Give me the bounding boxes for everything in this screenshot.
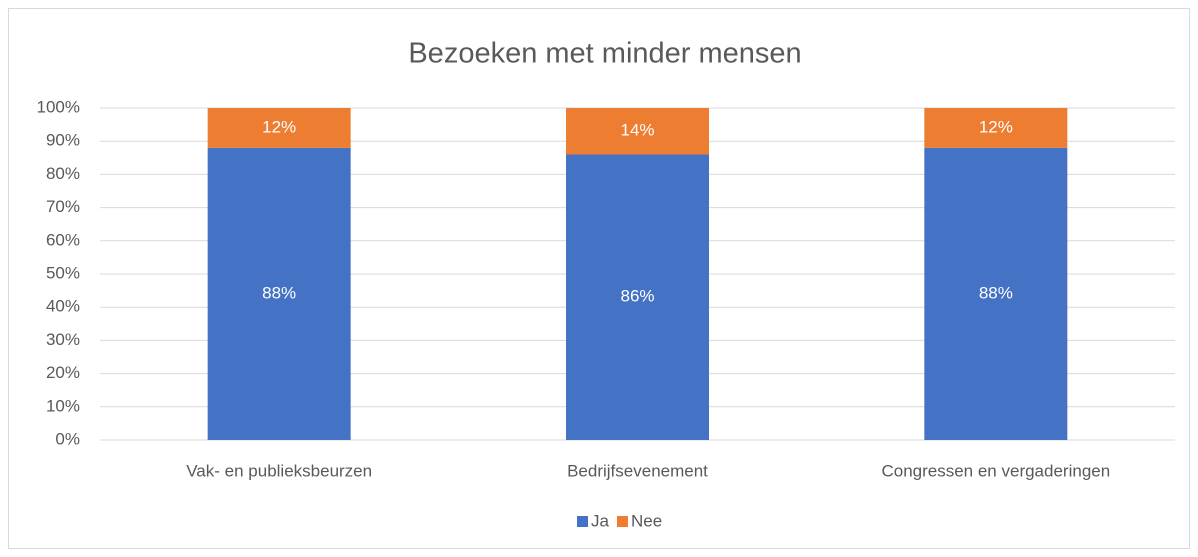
x-tick-label: Bedrijfsevenement — [567, 461, 708, 480]
data-label: 88% — [979, 283, 1013, 302]
y-tick-label: 90% — [46, 131, 80, 150]
bar-segment — [924, 108, 1068, 148]
y-tick-label: 40% — [46, 297, 80, 316]
y-tick-label: 70% — [46, 197, 80, 216]
legend-swatch — [616, 516, 628, 527]
x-tick-label: Vak- en publieksbeurzen — [186, 461, 372, 480]
bar-segment — [924, 147, 1068, 440]
data-label: 14% — [620, 121, 654, 140]
x-tick-label: Congressen en vergaderingen — [881, 461, 1110, 480]
data-label: 86% — [620, 287, 654, 306]
y-tick-label: 60% — [46, 230, 80, 249]
y-tick-label: 20% — [46, 363, 80, 382]
chart-title: Bezoeken met minder mensen — [408, 38, 801, 70]
bar-segment — [207, 147, 351, 440]
data-label: 88% — [262, 283, 296, 302]
data-label: 12% — [262, 117, 296, 136]
y-tick-label: 30% — [46, 330, 80, 349]
legend-label: Nee — [631, 511, 662, 530]
bar-segment — [566, 108, 709, 155]
y-tick-label: 100% — [37, 97, 80, 116]
y-tick-label: 80% — [46, 164, 80, 183]
y-tick-label: 0% — [55, 429, 80, 448]
bar-segment — [566, 154, 709, 441]
y-tick-label: 10% — [46, 396, 80, 415]
legend-label: Ja — [591, 511, 610, 530]
data-label: 12% — [979, 117, 1013, 136]
legend-swatch — [577, 516, 588, 527]
bar-segment — [207, 108, 351, 148]
y-tick-label: 50% — [46, 263, 80, 282]
